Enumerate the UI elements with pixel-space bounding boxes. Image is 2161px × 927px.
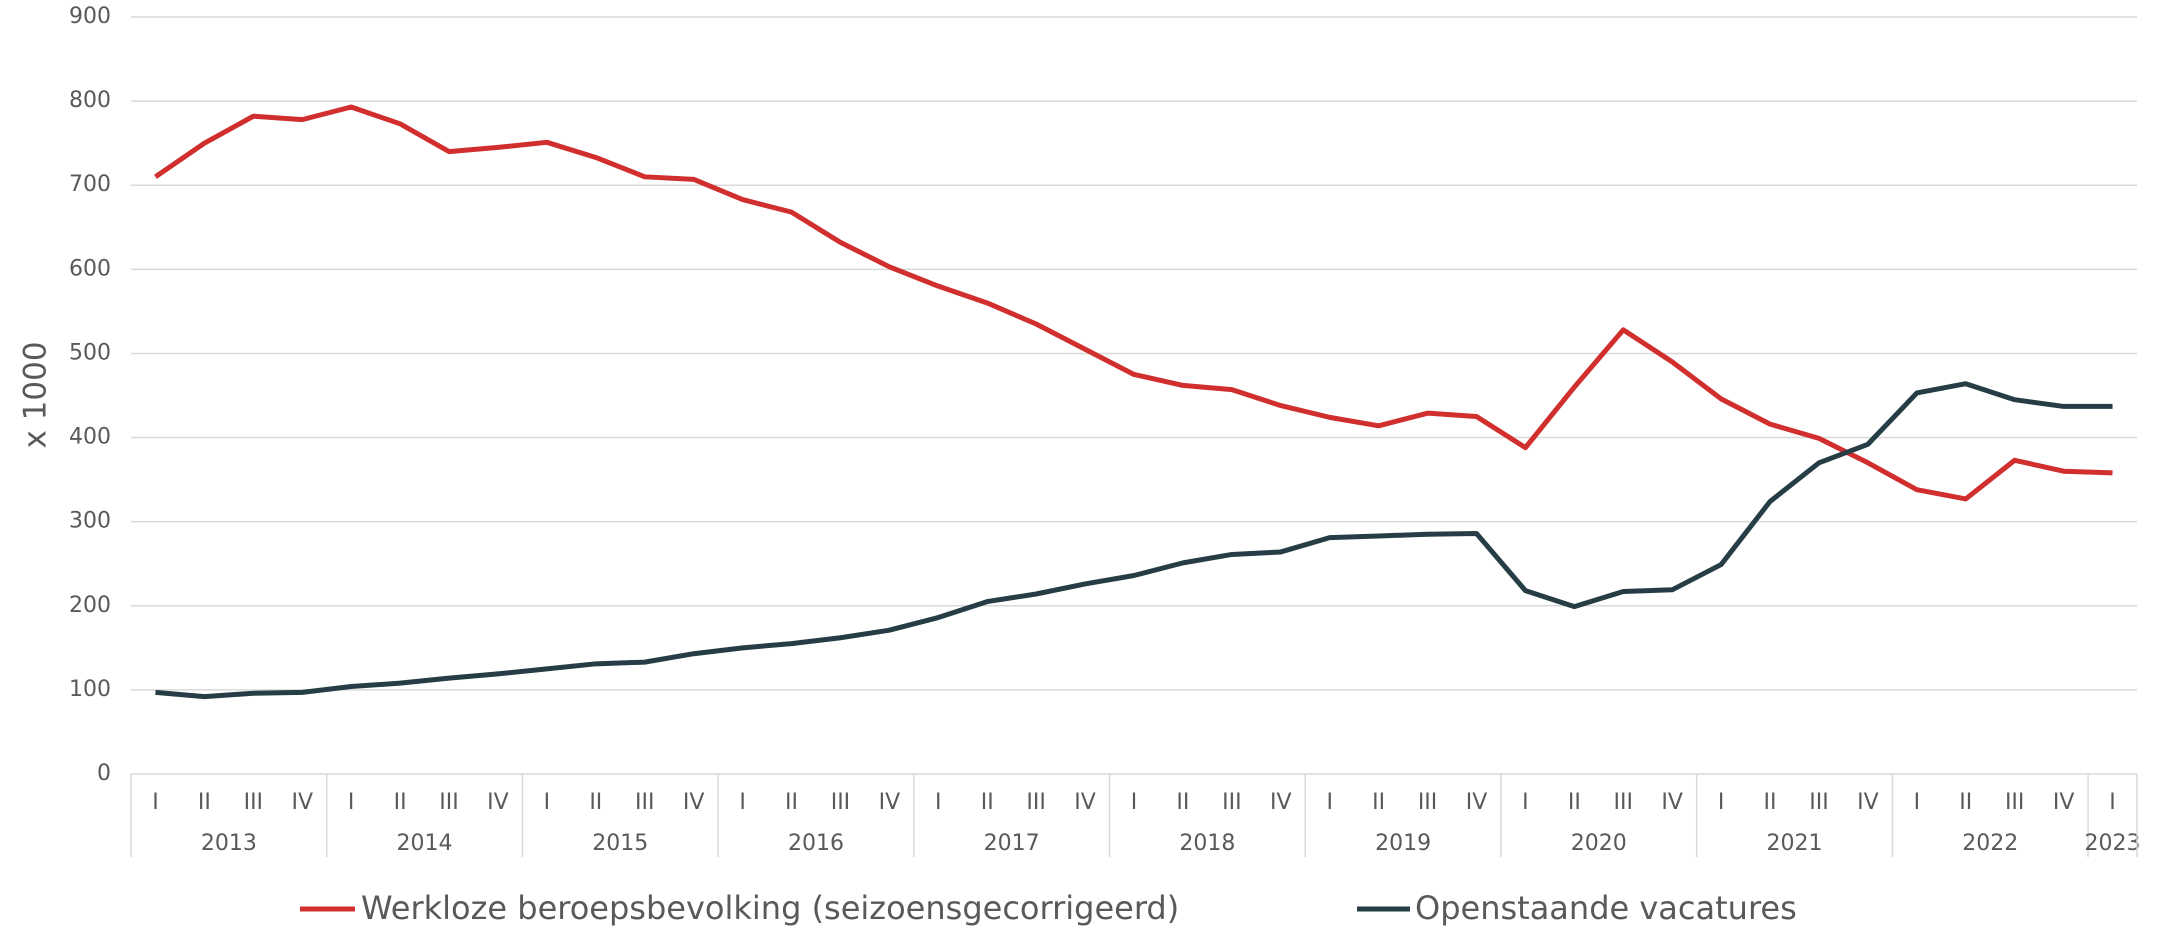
- x-tick-label: IV: [1661, 790, 1683, 815]
- x-tick-label: IV: [487, 790, 509, 815]
- y-tick-label: 300: [69, 509, 111, 534]
- x-tick-label: IV: [1857, 790, 1879, 815]
- y-tick-label: 100: [69, 677, 111, 702]
- line-series: [154, 104, 2113, 502]
- x-tick-label: I: [1914, 790, 1921, 815]
- x-tick-label: I: [1131, 790, 1138, 815]
- line-series: [155, 381, 2113, 700]
- x-tick-label: III: [1809, 790, 1828, 815]
- y-tick-label: 800: [69, 88, 111, 113]
- x-tick-label: I: [739, 790, 746, 815]
- y-tick-label: 400: [69, 425, 111, 450]
- x-tick-label: I: [1522, 790, 1529, 815]
- x-tick-label: II: [785, 790, 798, 815]
- x-tick-label: I: [544, 790, 551, 815]
- y-tick-label: 0: [97, 761, 111, 786]
- x-tick-label: IV: [1270, 790, 1292, 815]
- y-tick-label: 500: [69, 340, 111, 365]
- x-group-label: 2021: [1767, 831, 1823, 856]
- x-tick-label: I: [2109, 790, 2116, 815]
- x-tick-label: IV: [291, 790, 313, 815]
- y-tick-label: 600: [69, 256, 111, 281]
- x-tick-label: II: [1959, 790, 1972, 815]
- x-tick-label: II: [1568, 790, 1581, 815]
- x-tick-label: III: [1222, 790, 1241, 815]
- x-tick-label: III: [1026, 790, 1045, 815]
- x-tick-label: III: [1614, 790, 1633, 815]
- x-tick-label: II: [1176, 790, 1189, 815]
- x-tick-label: II: [198, 790, 211, 815]
- x-tick-label: I: [1718, 790, 1725, 815]
- x-tick-label: III: [439, 790, 458, 815]
- x-group-label: 2022: [1962, 831, 2018, 856]
- legend-label: Openstaande vacatures: [1415, 889, 1797, 927]
- x-tick-label: II: [589, 790, 602, 815]
- x-group-label: 2016: [788, 831, 844, 856]
- x-tick-label: IV: [683, 790, 705, 815]
- x-tick-label: IV: [1074, 790, 1096, 815]
- x-group-label: 2020: [1571, 831, 1627, 856]
- x-group-label: 2023: [2085, 831, 2141, 856]
- x-tick-label: I: [935, 790, 942, 815]
- x-tick-label: III: [1418, 790, 1437, 815]
- x-tick-label: IV: [2053, 790, 2075, 815]
- y-tick-label: 200: [69, 593, 111, 618]
- x-tick-label: IV: [1466, 790, 1488, 815]
- x-group-label: 2017: [984, 831, 1040, 856]
- x-group-label: 2019: [1375, 831, 1431, 856]
- x-tick-label: II: [1764, 790, 1777, 815]
- x-tick-label: III: [635, 790, 654, 815]
- x-tick-label: III: [244, 790, 263, 815]
- x-group-label: 2014: [397, 831, 453, 856]
- x-tick-label: II: [1372, 790, 1385, 815]
- x-group-label: 2015: [592, 831, 648, 856]
- y-axis-title: x 1000: [18, 341, 54, 448]
- x-tick-label: I: [1326, 790, 1333, 815]
- x-tick-label: IV: [879, 790, 901, 815]
- x-tick-label: II: [394, 790, 407, 815]
- legend-label: Werkloze beroepsbevolking (seizoensgecor…: [361, 889, 1179, 927]
- x-tick-label: III: [2005, 790, 2024, 815]
- x-group-label: 2013: [201, 831, 257, 856]
- y-tick-label: 900: [69, 4, 111, 29]
- y-tick-label: 700: [69, 172, 111, 197]
- x-group-label: 2018: [1179, 831, 1235, 856]
- x-tick-label: I: [152, 790, 159, 815]
- x-tick-label: I: [348, 790, 355, 815]
- x-tick-label: III: [831, 790, 850, 815]
- legend: Werkloze beroepsbevolking (seizoensgecor…: [300, 889, 1797, 927]
- x-tick-label: II: [981, 790, 994, 815]
